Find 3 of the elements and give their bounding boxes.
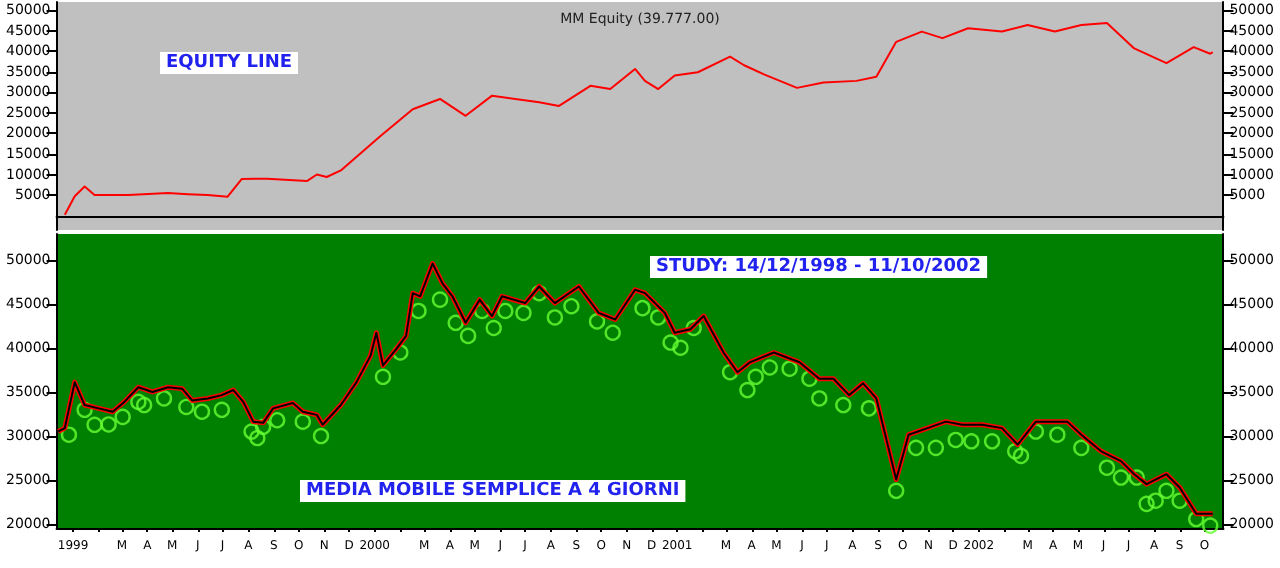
annotation: STUDY: 14/12/1998 - 11/10/2002 [656, 257, 982, 277]
annotation: EQUITY LINE [166, 53, 293, 73]
annotation: MEDIA MOBILE SEMPLICE A 4 GIORNI [306, 481, 680, 501]
